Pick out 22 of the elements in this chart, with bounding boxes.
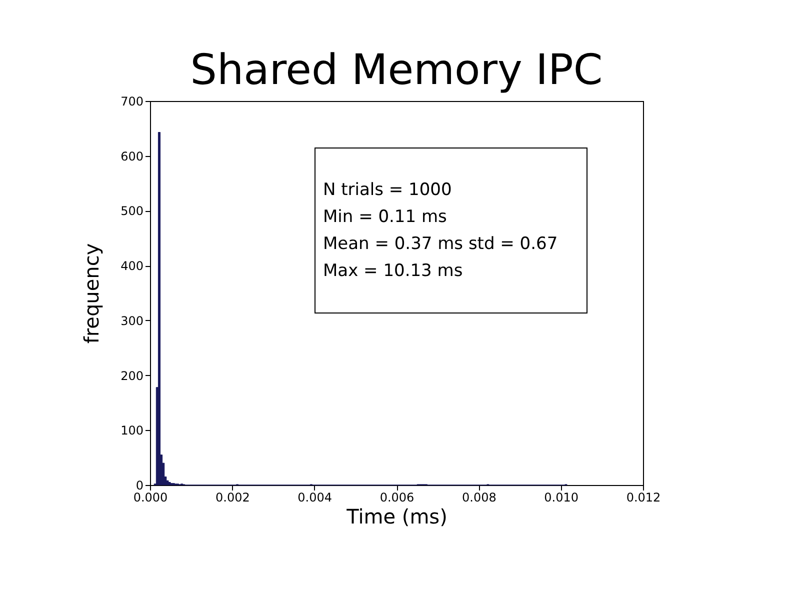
x-tick-label: 0.002	[215, 490, 250, 504]
annotation: Min = 0.11 ms	[323, 207, 448, 227]
y-tick-label: 500	[120, 204, 144, 218]
y-tick-label: 0	[136, 478, 144, 492]
annotation: Max = 10.13 ms	[323, 261, 463, 281]
y-tick-label: 400	[120, 259, 144, 274]
y-tick-label: 700	[120, 94, 144, 108]
x-tick-label: 0.012	[626, 490, 661, 504]
annotation: N trials = 1000	[323, 180, 452, 200]
y-axis-title: frequency	[80, 243, 104, 344]
x-tick-label: 0.000	[133, 490, 168, 504]
chart-title: Shared Memory IPC	[190, 45, 603, 94]
x-tick-label: 0.010	[544, 490, 579, 504]
x-axis-title: Time (ms)	[346, 504, 448, 528]
x-tick-label: 0.004	[298, 490, 332, 504]
y-tick-label: 600	[120, 149, 144, 164]
y-tick-label: 100	[120, 424, 144, 438]
y-tick-label: 200	[120, 368, 144, 383]
annotation: Mean = 0.37 ms std = 0.67	[323, 234, 558, 254]
y-tick-label: 300	[120, 314, 144, 328]
x-tick-label: 0.006	[380, 490, 414, 504]
x-tick-label: 0.008	[462, 490, 496, 504]
